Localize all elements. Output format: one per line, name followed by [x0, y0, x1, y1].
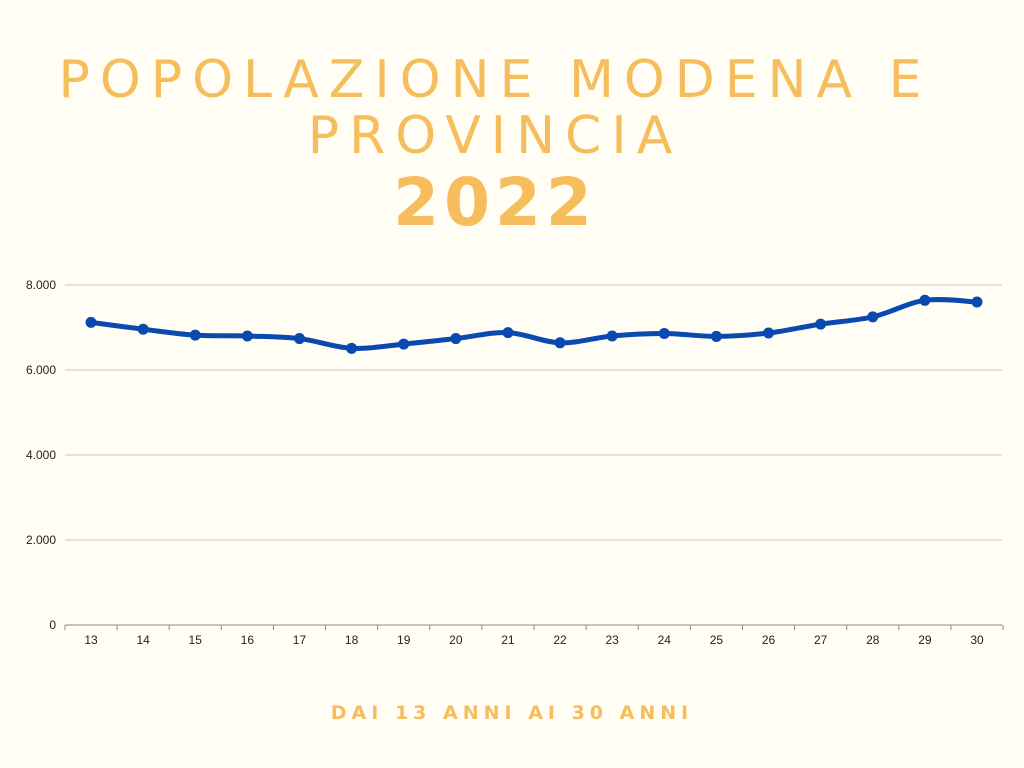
- data-point: [502, 327, 514, 339]
- data-points: [85, 294, 983, 354]
- x-tick-label: 27: [814, 633, 828, 647]
- x-tick-label: 15: [189, 633, 203, 647]
- x-tick-label: 29: [918, 633, 932, 647]
- data-point: [658, 327, 670, 339]
- x-tick-label: 28: [866, 633, 880, 647]
- data-point: [710, 330, 722, 342]
- data-point: [919, 294, 931, 306]
- chart-subtitle: DAI 13 ANNI AI 30 ANNI: [330, 702, 694, 724]
- y-tick-label: 0: [49, 618, 56, 632]
- y-tick-label: 2.000: [26, 533, 56, 547]
- x-tick-label: 30: [970, 633, 984, 647]
- data-point: [85, 316, 97, 328]
- x-tick-label: 23: [605, 633, 619, 647]
- data-point: [346, 342, 358, 354]
- data-point: [815, 318, 827, 330]
- data-point: [867, 311, 879, 323]
- data-point: [971, 296, 983, 308]
- data-point: [450, 333, 462, 345]
- data-point: [293, 333, 305, 345]
- chart-year: 2022: [393, 164, 597, 241]
- x-tick-label: 24: [658, 633, 672, 647]
- x-tick-label: 26: [762, 633, 776, 647]
- x-tick-label: 25: [710, 633, 724, 647]
- x-axis-ticks: 13 14 15 16 17 18 19 20 21 22 23 24 25 26 27 28 29 30: [64, 625, 1004, 647]
- x-tick-label: 14: [136, 633, 150, 647]
- data-point: [241, 330, 253, 342]
- x-tick-label: 13: [84, 633, 98, 647]
- y-axis-ticks: 0 2.000 4.000 6.000 8.000: [26, 278, 56, 632]
- series-line: [88, 296, 980, 351]
- data-point: [398, 338, 410, 350]
- chart-title: POPOLAZIONE MODENA E PROVINCIA: [58, 50, 932, 166]
- data-point: [763, 327, 775, 339]
- data-point: [189, 329, 201, 341]
- data-point: [606, 330, 618, 342]
- x-tick-label: 20: [449, 633, 463, 647]
- y-tick-label: 4.000: [26, 448, 56, 462]
- x-tick-label: 18: [345, 633, 359, 647]
- y-tick-label: 8.000: [26, 278, 56, 292]
- x-tick-label: 22: [553, 633, 567, 647]
- data-point: [554, 337, 566, 349]
- x-tick-label: 16: [241, 633, 255, 647]
- x-tick-label: 21: [501, 633, 515, 647]
- x-tick-label: 17: [293, 633, 307, 647]
- x-tick-label: 19: [397, 633, 411, 647]
- grid-layer: [65, 284, 1002, 626]
- data-point: [137, 323, 149, 335]
- y-tick-label: 6.000: [26, 363, 56, 377]
